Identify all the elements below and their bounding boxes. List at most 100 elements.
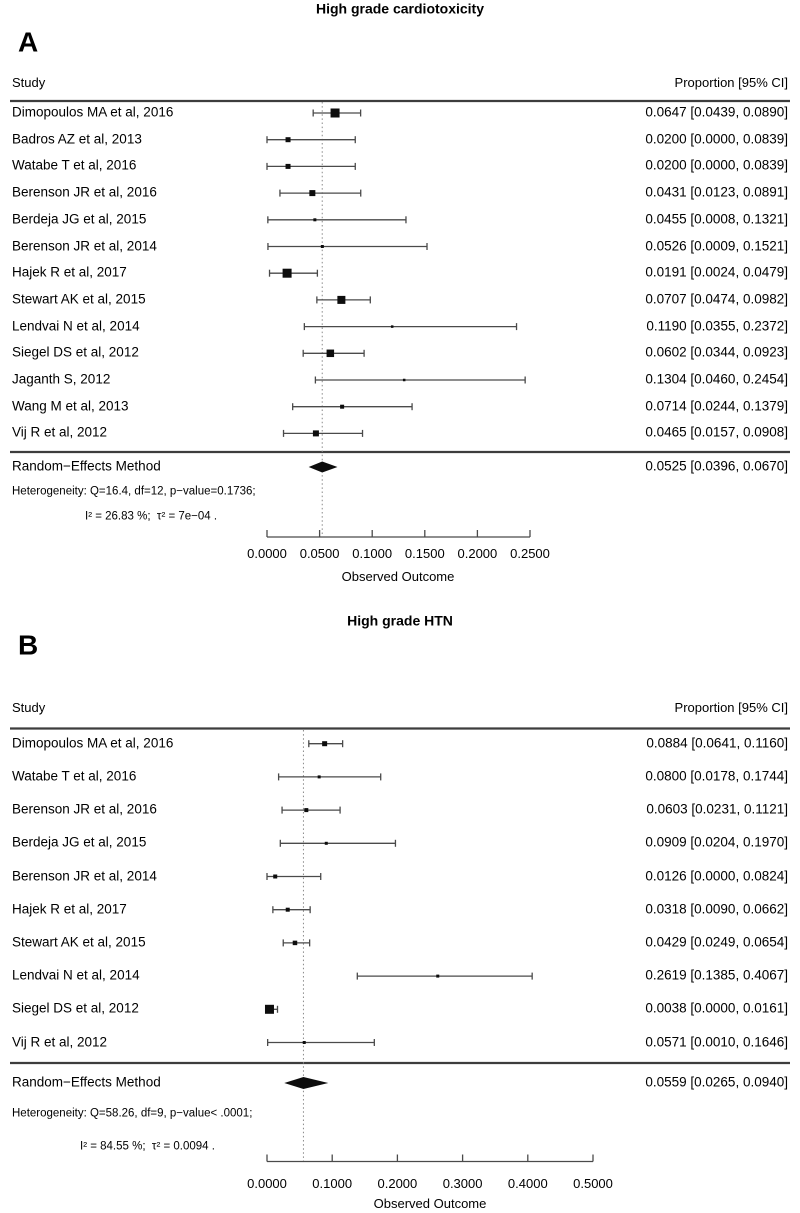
- study-proportion: 0.0602 [0.0344, 0.0923]: [645, 344, 788, 360]
- study-proportion: 0.0526 [0.0009, 0.1521]: [645, 238, 788, 254]
- panel-b-proportion-column-header: Proportion [95% CI]: [674, 699, 788, 715]
- study-label: Badros AZ et al, 2013: [12, 131, 142, 147]
- study-label: Siegel DS et al, 2012: [12, 344, 139, 360]
- panel-b-summary-label: Random−Effects Method: [12, 1074, 161, 1090]
- axis-tick-label: 0.3000: [442, 1175, 483, 1191]
- ci-marker: [302, 1041, 306, 1044]
- study-proportion: 0.0191 [0.0024, 0.0479]: [645, 264, 788, 280]
- study-proportion: 0.0603 [0.0231, 0.1121]: [646, 801, 788, 817]
- study-proportion: 0.0909 [0.0204, 0.1970]: [645, 834, 788, 850]
- ci-marker: [285, 137, 291, 143]
- study-proportion: 0.0714 [0.0244, 0.1379]: [645, 398, 788, 414]
- study-label: Berenson JR et al, 2016: [12, 184, 157, 200]
- study-proportion: 0.0429 [0.0249, 0.0654]: [645, 934, 788, 950]
- ci-marker: [285, 163, 291, 169]
- ci-marker: [282, 268, 292, 278]
- study-proportion: 0.0126 [0.0000, 0.0824]: [645, 868, 788, 884]
- panel-a-title: High grade cardiotoxicity: [315, 0, 485, 17]
- panel-a-letter: A: [18, 26, 39, 58]
- ci-marker: [320, 245, 324, 248]
- panel-a-summary-label: Random−Effects Method: [12, 458, 161, 474]
- ci-marker: [324, 841, 328, 845]
- study-label: Berdeja JG et al, 2015: [12, 211, 147, 227]
- study-proportion: 0.0455 [0.0008, 0.1321]: [645, 211, 788, 227]
- study-proportion: 0.0038 [0.0000, 0.0161]: [645, 1000, 788, 1016]
- study-label: Vij R et al, 2012: [12, 1034, 108, 1050]
- study-label: Siegel DS et al, 2012: [12, 1000, 139, 1016]
- study-label: Berenson JR et al, 2016: [12, 801, 157, 817]
- ci-marker: [304, 808, 309, 813]
- study-proportion: 0.0800 [0.0178, 0.1744]: [645, 768, 788, 784]
- axis-tick-label: 0.2000: [377, 1175, 418, 1191]
- ci-marker: [309, 190, 316, 197]
- axis-tick-label: 0.1000: [312, 1175, 353, 1191]
- study-label: Stewart AK et al, 2015: [12, 291, 146, 307]
- study-label: Hajek R et al, 2017: [12, 264, 127, 280]
- axis-tick-label: 0.2500: [510, 545, 550, 561]
- study-proportion: 0.0571 [0.0010, 0.1646]: [645, 1034, 788, 1050]
- axis-tick-label: 0.0000: [247, 545, 287, 561]
- study-label: Dimopoulos MA et al, 2016: [12, 104, 174, 120]
- ci-marker: [436, 974, 440, 978]
- ci-marker: [317, 775, 321, 779]
- axis-tick-label: 0.2000: [457, 545, 498, 561]
- ci-marker: [285, 907, 290, 912]
- ci-marker: [340, 404, 345, 409]
- study-label: Dimopoulos MA et al, 2016: [12, 735, 174, 751]
- study-proportion: 0.0200 [0.0000, 0.0839]: [645, 131, 788, 147]
- study-proportion: 0.0647 [0.0439, 0.0890]: [645, 104, 788, 120]
- ci-marker: [313, 218, 317, 222]
- study-label: Berdeja JG et al, 2015: [12, 834, 147, 850]
- study-proportion: 0.1190 [0.0355, 0.2372]: [646, 318, 788, 334]
- study-proportion: 0.0707 [0.0474, 0.0982]: [645, 291, 788, 307]
- ci-marker: [330, 108, 340, 118]
- study-label: Watabe T et al, 2016: [12, 157, 137, 173]
- summary-diamond: [284, 1077, 329, 1089]
- ci-marker: [292, 940, 298, 946]
- ci-marker: [264, 1004, 274, 1014]
- panel-a-study-column-header: Study: [12, 74, 46, 90]
- panel-b-heterogeneity-line2: I² = 84.55 %; τ² = 0.0094 .: [80, 1140, 215, 1153]
- study-label: Wang M et al, 2013: [12, 398, 129, 414]
- ci-marker: [402, 378, 406, 382]
- study-proportion: 0.0318 [0.0090, 0.0662]: [645, 901, 788, 917]
- study-proportion: 0.0431 [0.0123, 0.0891]: [645, 184, 788, 200]
- panel-b-axis-title: Observed Outcome: [373, 1195, 487, 1211]
- axis-tick-label: 0.5000: [573, 1175, 613, 1191]
- study-label: Watabe T et al, 2016: [12, 768, 137, 784]
- study-label: Berenson JR et al, 2014: [12, 238, 157, 254]
- study-label: Stewart AK et al, 2015: [12, 934, 146, 950]
- study-label: Berenson JR et al, 2014: [12, 868, 157, 884]
- study-label: Lendvai N et al, 2014: [12, 967, 140, 983]
- ci-marker: [273, 874, 278, 879]
- axis-tick-label: 0.4000: [507, 1175, 548, 1191]
- panel-a-heterogeneity-line2: I² = 26.83 %; τ² = 7e−04 .: [85, 510, 218, 523]
- panel-b-title: High grade HTN: [347, 612, 453, 629]
- study-proportion: 0.2619 [0.1385, 0.4067]: [645, 967, 788, 983]
- panel-b-summary-proportion: 0.0559 [0.0265, 0.0940]: [645, 1074, 788, 1090]
- panel-b-study-column-header: Study: [12, 699, 46, 715]
- axis-tick-label: 0.0500: [299, 545, 340, 561]
- study-proportion: 0.0465 [0.0157, 0.0908]: [645, 424, 788, 440]
- ci-marker: [322, 741, 328, 747]
- study-label: Vij R et al, 2012: [12, 424, 108, 440]
- axis-tick-label: 0.1500: [404, 545, 445, 561]
- study-label: Hajek R et al, 2017: [12, 901, 127, 917]
- study-proportion: 0.0884 [0.0641, 0.1160]: [646, 735, 788, 751]
- ci-marker: [337, 295, 346, 304]
- panel-b-heterogeneity-line1: Heterogeneity: Q=58.26, df=9, p−value< .…: [12, 1107, 253, 1120]
- panel-a-summary-proportion: 0.0525 [0.0396, 0.0670]: [645, 458, 788, 474]
- ci-marker: [312, 430, 319, 437]
- panel-b-letter: B: [18, 629, 39, 661]
- panel-a-axis-title: Observed Outcome: [341, 568, 455, 584]
- axis-tick-label: 0.1000: [352, 545, 393, 561]
- study-label: Jaganth S, 2012: [12, 371, 111, 387]
- study-label: Lendvai N et al, 2014: [12, 318, 140, 334]
- panel-a-proportion-column-header: Proportion [95% CI]: [674, 74, 788, 90]
- ci-marker: [326, 349, 335, 358]
- study-proportion: 0.1304 [0.0460, 0.2454]: [645, 371, 788, 387]
- study-proportion: 0.0200 [0.0000, 0.0839]: [645, 157, 788, 173]
- panel-a-heterogeneity-line1: Heterogeneity: Q=16.4, df=12, p−value=0.…: [12, 485, 256, 498]
